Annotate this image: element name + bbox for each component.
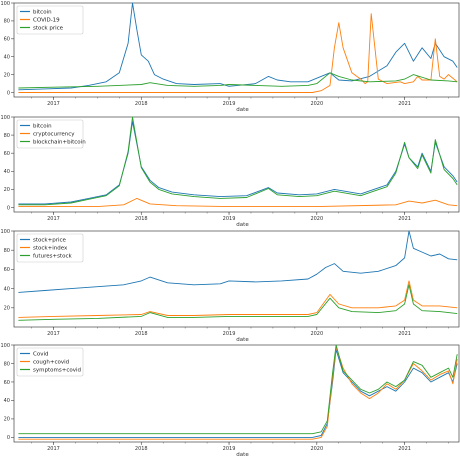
x-axis-label: date <box>236 107 249 113</box>
y-tick-label: 40 <box>4 169 10 175</box>
legend-label: bitcoin <box>33 124 52 130</box>
series-line-blockchain-bitcoin <box>18 116 458 206</box>
y-tick-label: 40 <box>4 55 10 61</box>
x-tick-label: 2018 <box>135 446 148 452</box>
series-line-stock-price <box>18 72 458 89</box>
x-tick-label: 2021 <box>398 331 411 337</box>
chart-panel-2: 2017 2018 2019 2020 2021 0 20 40 60 80 100 date bitc… <box>0 115 460 228</box>
legend-label: symptoms+covid <box>33 368 81 374</box>
y-tick-label: 20 <box>4 417 10 423</box>
legend-label: blockchain+bitcoin <box>33 140 86 146</box>
y-tick-label: 20 <box>4 72 10 78</box>
legend-box <box>16 5 84 35</box>
y-tick-label: 20 <box>4 306 10 312</box>
series-line-stock-price <box>18 230 458 293</box>
legend-label: futures+stock <box>33 254 72 260</box>
series-line-bitcoin <box>18 2 458 91</box>
x-tick-label: 2019 <box>223 101 236 107</box>
y-tick-label: 80 <box>4 361 10 367</box>
x-tick-label: 2019 <box>223 216 236 222</box>
x-tick-label: 2017 <box>47 101 60 107</box>
y-tick-label: 80 <box>4 19 10 25</box>
series-line-bitcoin <box>18 121 458 205</box>
x-tick-label: 2021 <box>398 446 411 452</box>
y-tick-label: 100 <box>0 115 10 121</box>
x-tick-label: 2017 <box>47 331 60 337</box>
series-line-symptoms-covid <box>18 344 458 435</box>
x-tick-label: 2020 <box>310 331 323 337</box>
y-tick-label: 100 <box>0 343 10 349</box>
y-tick-label: 0 <box>7 435 10 441</box>
y-tick-label: 100 <box>0 229 10 235</box>
x-axis-label: date <box>236 452 249 458</box>
plot-area-frame <box>13 116 460 213</box>
chart-panel-1: 2017 2018 2019 2020 2021 0 20 40 60 80 100 date bitc… <box>0 1 460 113</box>
series-line-futures-stock <box>18 284 458 321</box>
x-axis-label: date <box>236 222 249 228</box>
legend-label: cough+covid <box>33 360 69 366</box>
x-tick-label: 2020 <box>310 101 323 107</box>
plot-area-frame <box>13 344 460 443</box>
y-tick-label: 40 <box>4 398 10 404</box>
y-tick-label: 80 <box>4 248 10 254</box>
y-tick-label: 0 <box>7 205 10 211</box>
series-line-cough-covid <box>18 346 458 440</box>
legend-label: bitcoin <box>33 10 52 16</box>
legend-label: cryptocurrency <box>33 132 75 138</box>
plot-area-frame <box>13 2 460 98</box>
plot-area-frame <box>13 230 460 328</box>
x-axis-label: date <box>236 337 249 343</box>
series-line-covid-19 <box>18 13 458 93</box>
legend-box <box>16 119 84 149</box>
y-tick-label: 20 <box>4 187 10 193</box>
legend-label: stock+index <box>33 246 68 252</box>
x-tick-label: 2021 <box>398 101 411 107</box>
y-tick-label: 0 <box>7 90 10 96</box>
x-tick-label: 2018 <box>135 331 148 337</box>
x-tick-label: 2019 <box>223 446 236 452</box>
y-tick-label: 60 <box>4 151 10 157</box>
x-tick-label: 2018 <box>135 216 148 222</box>
y-tick-label: 60 <box>4 380 10 386</box>
x-tick-label: 2021 <box>398 216 411 222</box>
x-tick-label: 2017 <box>47 446 60 452</box>
y-tick-label: 80 <box>4 133 10 139</box>
y-tick-label: 60 <box>4 267 10 273</box>
legend-label: stock price <box>33 26 64 32</box>
x-tick-label: 2017 <box>47 216 60 222</box>
legend-label: COVID-19 <box>33 18 60 24</box>
series-line-covid <box>18 349 458 438</box>
x-tick-label: 2020 <box>310 216 323 222</box>
series-line-cryptocurrency <box>18 197 458 208</box>
legend-box <box>16 233 84 263</box>
legend-label: Covid <box>33 352 48 358</box>
y-tick-label: 40 <box>4 286 10 292</box>
y-tick-label: 60 <box>4 37 10 43</box>
series-line-stock-index <box>18 280 458 318</box>
legend-label: stock+price <box>33 238 67 244</box>
x-tick-label: 2019 <box>223 331 236 337</box>
x-tick-label: 2020 <box>310 446 323 452</box>
y-tick-label: 100 <box>0 1 10 7</box>
chart-panel-4: 2017 2018 2019 2020 2021 0 20 40 60 80 100 date Covi… <box>0 343 460 458</box>
legend-box <box>16 347 84 377</box>
chart-panel-3: 2017 2018 2019 2020 2021 20 40 60 80 100 date stock… <box>0 229 460 343</box>
x-tick-label: 2018 <box>135 101 148 107</box>
